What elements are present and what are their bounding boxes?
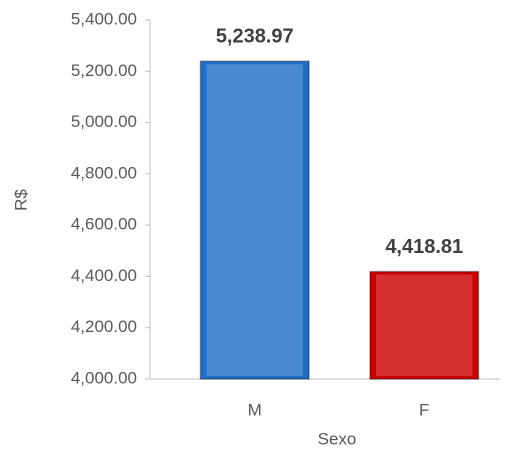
x-axis-label: Sexo [318, 429, 357, 448]
y-tick-label: 4,600.00 [71, 215, 137, 234]
bar-highlight [206, 64, 303, 376]
value-label: 5,238.97 [216, 26, 294, 48]
y-tick-label: 4,400.00 [71, 266, 137, 285]
y-tick-label: 5,400.00 [71, 9, 137, 28]
value-label: 4,418.81 [385, 236, 463, 258]
bar-highlight [376, 274, 473, 376]
y-tick-label: 4,000.00 [71, 368, 137, 387]
y-tick-label: 5,200.00 [71, 61, 137, 80]
bar [199, 60, 310, 380]
y-tick-label: 4,800.00 [71, 163, 137, 182]
y-tick-label: 5,000.00 [71, 112, 137, 131]
y-axis-label: R$ [11, 189, 30, 211]
bar [369, 270, 480, 380]
y-tick-label: 4,200.00 [71, 317, 137, 336]
x-tick-label: M [248, 400, 262, 419]
x-tick-label: F [419, 400, 429, 419]
